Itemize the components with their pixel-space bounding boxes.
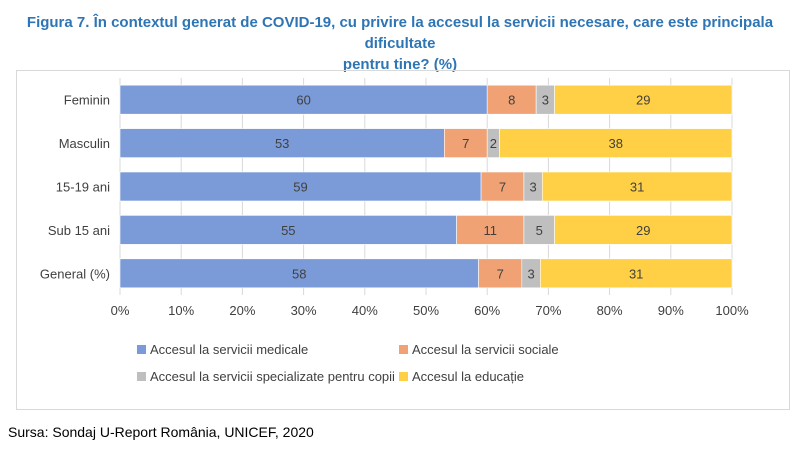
data-label: 3 <box>542 93 549 108</box>
chart-title-line-2: pentru tine? (%) <box>342 56 458 73</box>
legend-label: Accesul la servicii specializate pentru … <box>150 369 395 384</box>
x-tick-label: 70% <box>535 303 561 318</box>
bar-segment <box>554 84 733 115</box>
x-tick-label: 50% <box>413 303 439 318</box>
data-label: 29 <box>636 223 650 238</box>
legend-label: Accesul la educație <box>412 369 524 384</box>
stacked-bar-chart: 0% 10% 20% 30% 40% 50% 60% 70% 80% 90% 100% Feminin… <box>40 78 749 384</box>
legend-label: Accesul la servicii sociale <box>412 342 559 357</box>
data-label: 2 <box>490 136 497 151</box>
data-label: 55 <box>281 223 295 238</box>
data-label: 60 <box>296 93 310 108</box>
data-label: 29 <box>636 93 650 108</box>
bar-segment <box>499 128 733 158</box>
bar-segment <box>456 215 525 245</box>
x-tick-label: 40% <box>352 303 378 318</box>
data-label: 11 <box>484 223 498 238</box>
data-label: 53 <box>275 136 289 151</box>
bar-segment <box>478 258 523 289</box>
data-label: 31 <box>629 266 643 281</box>
x-tick-label: 90% <box>658 303 684 318</box>
data-label: 3 <box>527 266 534 281</box>
bar-segment <box>523 215 555 245</box>
bar-segment <box>119 84 488 115</box>
x-tick-label: 100% <box>715 303 749 318</box>
data-label: 59 <box>293 180 307 195</box>
data-label: 58 <box>292 266 306 281</box>
data-label: 3 <box>529 180 536 195</box>
bar-segment <box>541 171 733 202</box>
x-tick-label: 20% <box>229 303 255 318</box>
x-tick-label: 80% <box>597 303 623 318</box>
category-label: Sub 15 ani <box>48 223 110 238</box>
bar-segment <box>119 215 457 245</box>
data-label: 5 <box>536 223 543 238</box>
x-tick-label: 60% <box>474 303 500 318</box>
legend-swatch <box>137 345 146 354</box>
x-tick-label: 10% <box>168 303 194 318</box>
chart-title-line-1: Figura 7. În contextul generat de COVID-… <box>26 14 774 52</box>
source-note: Sursa: Sondaj U-Report România, UNICEF, … <box>8 424 314 440</box>
data-label: 8 <box>508 93 515 108</box>
chart-title: Figura 7. În contextul generat de COVID-… <box>0 12 800 75</box>
chart-area: 0% 10% 20% 30% 40% 50% 60% 70% 80% 90% 100% Feminin… <box>16 70 790 410</box>
category-label: General (%) <box>40 266 110 281</box>
x-tick-label: 0% <box>111 303 130 318</box>
data-label: 31 <box>630 180 644 195</box>
legend-label: Accesul la servicii medicale <box>150 342 308 357</box>
data-label: 7 <box>499 180 506 195</box>
bar-segment <box>119 128 445 158</box>
bar-segment <box>480 171 525 202</box>
legend-swatch <box>399 345 408 354</box>
data-label: 38 <box>608 136 622 151</box>
legend-swatch <box>137 372 146 381</box>
data-label: 7 <box>462 136 469 151</box>
category-label: Masculin <box>59 136 110 151</box>
x-tick-label: 30% <box>291 303 317 318</box>
category-label: 15-19 ani <box>56 180 110 195</box>
category-label: Feminin <box>64 93 110 108</box>
data-label: 7 <box>497 266 504 281</box>
bar-segment <box>554 215 733 245</box>
bar-segment <box>119 258 479 289</box>
legend-swatch <box>399 372 408 381</box>
bar-segment <box>119 171 482 202</box>
bar-segment <box>540 258 733 289</box>
bar-segment <box>486 84 537 115</box>
